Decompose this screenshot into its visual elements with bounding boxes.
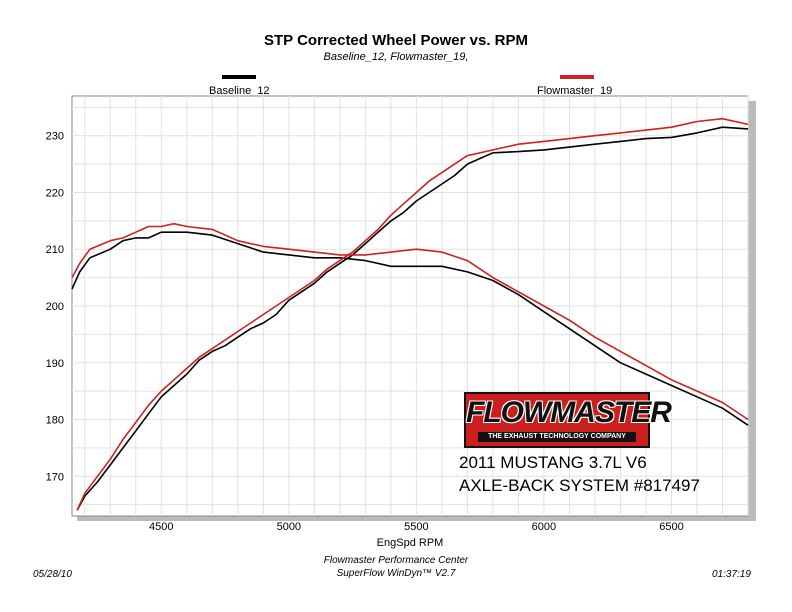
series-line-flowmaster-19-torque: [71, 222, 749, 421]
caption-model: 2011 MUSTANG 3.7L V6: [459, 453, 647, 472]
chart-subtitle: Baseline_12, Flowmaster_19,: [323, 51, 469, 63]
logo-wordmark: FLOWMASTER: [466, 396, 672, 429]
x-tick-label: 5000: [277, 521, 301, 533]
caption-system: AXLE-BACK SYSTEM #817497: [459, 476, 700, 495]
x-tick-label: 4500: [149, 521, 173, 533]
y-tick-label: 230: [46, 131, 64, 143]
series-line-baseline-12-torque: [71, 231, 749, 426]
logo-tagline: THE EXHAUST TECHNOLOGY COMPANY: [478, 432, 636, 442]
footer-center-line1: Flowmaster Performance Center: [323, 555, 469, 566]
footer-center-line2: SuperFlow WinDyn™ V2.7: [336, 568, 456, 579]
chart-title: STP Corrected Wheel Power vs. RPM: [264, 32, 528, 49]
legend-swatch-flowmaster: [560, 75, 594, 79]
y-tick-label: 220: [46, 187, 64, 199]
flowmaster-logo: FLOWMASTER THE EXHAUST TECHNOLOGY COMPAN…: [464, 392, 672, 448]
y-tick-label: 170: [46, 471, 64, 483]
legend-label-baseline: Baseline_12: [209, 85, 270, 97]
x-axis-label: EngSpd RPM: [377, 537, 444, 549]
y-tick-label: 180: [46, 415, 64, 427]
y-tick-label: 210: [46, 244, 64, 256]
legend-label-flowmaster: Flowmaster_19: [537, 85, 613, 97]
x-tick-label: 6500: [659, 521, 683, 533]
x-tick-label: 6000: [532, 521, 556, 533]
y-tick-label: 190: [46, 358, 64, 370]
legend-swatch-baseline: [222, 75, 256, 79]
footer-time: 01:37:19: [712, 569, 751, 580]
series-line-flowmaster-19-power: [76, 117, 749, 511]
x-tick-label: 5500: [404, 521, 428, 533]
y-tick-label: 200: [46, 301, 64, 313]
footer-date: 05/28/10: [33, 569, 72, 580]
